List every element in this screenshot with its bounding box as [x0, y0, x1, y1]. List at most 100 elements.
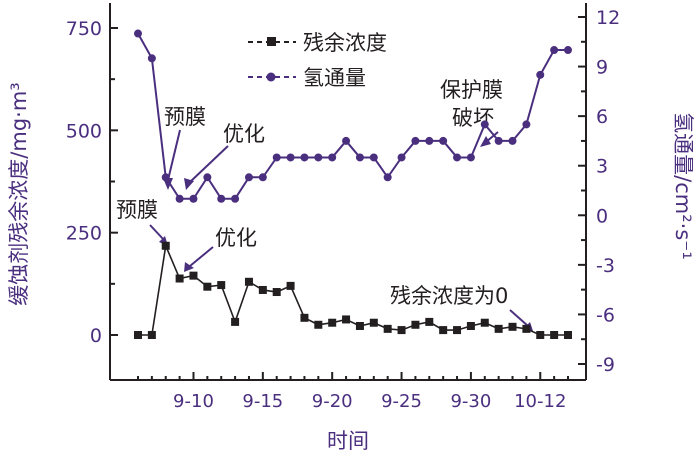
y-right-axis-title: 氢通量/cm²·s⁻¹	[671, 112, 695, 260]
arrow-prefilm-top	[167, 129, 181, 181]
data-point-hydrogen-flux	[300, 153, 309, 162]
y-right-tick-label: 12	[596, 7, 620, 29]
data-point-hydrogen-flux	[244, 173, 253, 182]
arrow-optimize-top	[189, 145, 229, 183]
y-right-tick-label: -6	[596, 304, 615, 326]
legend: 残余浓度 氢通量	[248, 31, 387, 90]
data-point-residual-concentration	[328, 318, 337, 327]
y-right-tick-label: -3	[596, 255, 615, 277]
data-point-hydrogen-flux	[466, 153, 475, 162]
annotation-protect-film: 保护膜	[440, 78, 503, 102]
data-point-hydrogen-flux	[411, 136, 420, 145]
data-point-residual-concentration	[522, 324, 531, 333]
data-point-residual-concentration	[369, 318, 378, 327]
data-point-hydrogen-flux	[272, 153, 281, 162]
x-tick-label: 10-12	[514, 391, 566, 412]
data-point-hydrogen-flux	[355, 153, 364, 162]
data-point-hydrogen-flux	[175, 194, 184, 203]
data-point-hydrogen-flux	[203, 173, 212, 182]
x-tick-label: 9-30	[450, 391, 491, 412]
data-point-residual-concentration	[425, 317, 434, 326]
y-left-tick-label: 500	[66, 120, 102, 142]
data-point-residual-concentration	[508, 322, 517, 331]
data-point-residual-concentration	[161, 241, 170, 250]
ticks-layer: 0 250 500 750 -9 -6 -3 0 3 6 9 12 9-10 9-15 9-20 9-25 9-…	[66, 7, 620, 412]
y-right-tick-label: 3	[596, 156, 608, 178]
data-point-residual-concentration	[272, 288, 281, 297]
data-point-hydrogen-flux	[522, 120, 531, 129]
y-left-tick-label: 250	[66, 223, 102, 245]
data-point-hydrogen-flux	[480, 120, 489, 129]
data-point-hydrogen-flux	[134, 29, 142, 38]
data-point-residual-concentration	[134, 331, 142, 339]
data-point-hydrogen-flux	[550, 46, 559, 55]
data-point-residual-concentration	[466, 321, 475, 330]
annotation-optimize-bottom: 优化	[215, 226, 257, 250]
x-tick-label: 9-10	[173, 391, 214, 412]
data-point-hydrogen-flux	[494, 136, 503, 145]
data-point-hydrogen-flux	[369, 153, 378, 162]
data-point-residual-concentration	[175, 274, 184, 283]
y-left-tick-label: 0	[90, 325, 102, 347]
data-point-hydrogen-flux	[536, 70, 545, 79]
data-point-residual-concentration	[217, 281, 226, 290]
data-point-residual-concentration	[550, 331, 559, 339]
data-point-residual-concentration	[397, 326, 406, 335]
y-right-tick-label: 9	[596, 57, 608, 79]
legend-label-series2: 氢通量	[303, 66, 366, 90]
data-point-residual-concentration	[355, 321, 364, 330]
legend-label-series1: 残余浓度	[303, 31, 387, 55]
data-point-hydrogen-flux	[328, 153, 337, 162]
data-point-residual-concentration	[480, 318, 489, 327]
data-point-residual-concentration	[383, 324, 392, 333]
data-point-hydrogen-flux	[425, 136, 434, 145]
data-point-hydrogen-flux	[564, 46, 572, 55]
data-point-residual-concentration	[314, 320, 323, 329]
data-point-hydrogen-flux	[231, 194, 240, 203]
data-point-hydrogen-flux	[314, 153, 323, 162]
data-point-hydrogen-flux	[217, 194, 226, 203]
data-point-hydrogen-flux	[286, 153, 295, 162]
data-point-hydrogen-flux	[189, 194, 198, 203]
annotation-zero-conc: 残余浓度为0	[390, 284, 508, 308]
x-tick-label: 9-15	[242, 391, 283, 412]
y-right-tick-label: 6	[596, 106, 608, 128]
data-point-hydrogen-flux	[439, 136, 448, 145]
data-point-residual-concentration	[536, 331, 545, 339]
data-point-hydrogen-flux	[383, 173, 392, 182]
data-point-residual-concentration	[203, 282, 212, 291]
arrow-head-optimize-bottom	[184, 262, 194, 272]
data-point-residual-concentration	[411, 320, 420, 329]
arrow-optimize-bottom	[189, 246, 214, 267]
data-point-residual-concentration	[453, 326, 462, 335]
data-point-residual-concentration	[439, 326, 448, 335]
annotation-prefilm-bottom: 预膜	[116, 198, 158, 222]
y-right-tick-label: -9	[596, 354, 615, 376]
arrow-head-broken	[480, 136, 491, 147]
data-point-residual-concentration	[564, 331, 572, 339]
data-point-residual-concentration	[286, 281, 295, 290]
y-left-axis-title: 缓蚀剂残余浓度/mg·m³	[7, 82, 31, 305]
y-right-tick-label: 0	[596, 205, 608, 227]
data-point-residual-concentration	[300, 313, 309, 322]
y-left-tick-label: 750	[66, 18, 102, 40]
data-point-hydrogen-flux	[258, 173, 267, 182]
data-point-hydrogen-flux	[342, 136, 351, 145]
data-point-residual-concentration	[244, 277, 253, 286]
arrow-head-optimize-top	[184, 178, 194, 190]
series-layer	[134, 29, 572, 339]
x-tick-label: 9-20	[312, 391, 353, 412]
annotation-optimize-top: 优化	[223, 122, 265, 146]
data-point-residual-concentration	[342, 315, 351, 324]
data-point-residual-concentration	[189, 271, 198, 280]
data-point-residual-concentration	[494, 324, 503, 333]
data-point-residual-concentration	[231, 317, 240, 326]
x-tick-label: 9-25	[381, 391, 422, 412]
legend-circle-marker	[266, 72, 276, 82]
x-axis-title: 时间	[327, 429, 369, 453]
data-point-hydrogen-flux	[161, 173, 170, 182]
data-point-hydrogen-flux	[147, 54, 156, 63]
data-point-residual-concentration	[147, 331, 156, 339]
